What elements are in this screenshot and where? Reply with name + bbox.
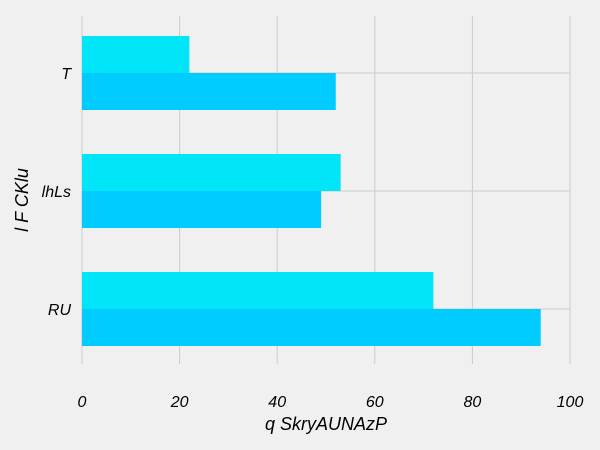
x-tick-labels: 0 20 40 60 80 100 — [78, 394, 584, 411]
y-tick-label-1: lhLs — [42, 184, 71, 201]
x-tick-label-40: 40 — [268, 394, 286, 411]
bar-series1-RU — [82, 272, 434, 309]
x-tick-label-0: 0 — [78, 394, 87, 411]
bar-series1-T — [82, 36, 190, 73]
y-tick-label-2: T — [61, 66, 72, 83]
y-tick-labels: RU lhLs T — [42, 66, 73, 319]
bar-series1-lhLs — [82, 154, 341, 191]
bar-series0-lhLs — [82, 191, 322, 228]
bar-series0-T — [82, 73, 336, 110]
x-tick-label-20: 20 — [170, 394, 189, 411]
y-tick-label-0: RU — [48, 302, 72, 319]
y-axis-title: l F CKlu — [12, 168, 32, 232]
x-tick-label-100: 100 — [557, 394, 584, 411]
x-tick-label-60: 60 — [366, 394, 384, 411]
bar-series0-RU — [82, 309, 541, 346]
bar-layer — [82, 36, 541, 346]
x-tick-label-80: 80 — [464, 394, 482, 411]
x-axis-title: q SkryAUNAzP — [265, 414, 387, 434]
